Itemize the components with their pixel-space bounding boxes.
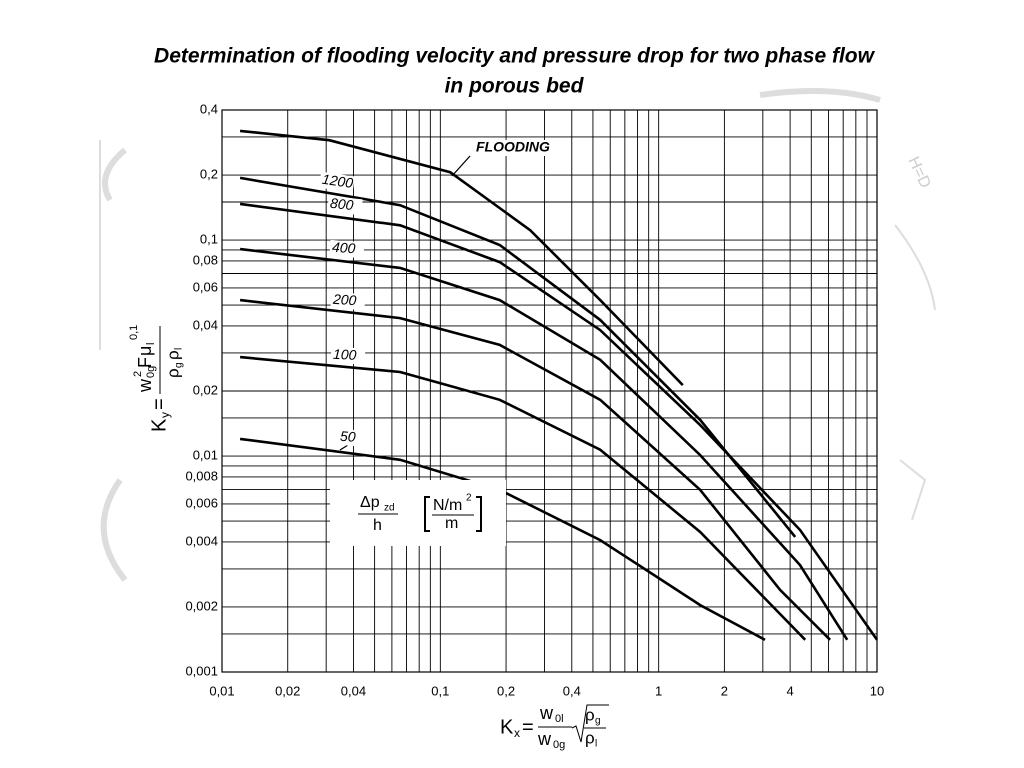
formula-text: m	[445, 515, 458, 532]
axis-label: =	[522, 716, 534, 738]
axis-label: μ	[135, 346, 155, 356]
curve	[239, 176, 797, 538]
annotation-arrow	[451, 155, 471, 177]
axis-label: x	[514, 726, 520, 740]
axis-label: l	[174, 348, 185, 350]
formula-text: Δp	[360, 494, 380, 511]
curve	[239, 355, 807, 641]
x-tick-label: 0,4	[563, 683, 581, 698]
formula-text: zd	[384, 503, 395, 514]
bracket	[424, 496, 482, 532]
x-tick-label: 2	[721, 683, 728, 698]
y-tick-label: 0,008	[185, 468, 218, 483]
axis-label: 0g	[553, 739, 565, 751]
axis-label: 0,1	[128, 325, 140, 340]
y-tick-label: 0,1	[200, 231, 218, 246]
axis-label: ρ	[585, 705, 595, 724]
annotation: FLOODING	[476, 139, 550, 155]
axis-label: 0g	[145, 366, 157, 378]
curve-label: 400	[332, 239, 357, 257]
axis-label: w	[135, 378, 155, 393]
x-tick-label: 10	[870, 683, 884, 698]
formula-text: 2	[466, 493, 472, 504]
y-tick-label: 0,04	[193, 317, 218, 332]
x-tick-label: 0,02	[275, 683, 300, 698]
label-background	[327, 195, 363, 216]
label-background	[474, 140, 566, 156]
axis-label: ρ	[585, 728, 595, 747]
x-tick-label: 4	[786, 683, 793, 698]
axis-label: g	[595, 716, 601, 727]
legend-formula: Δp zd h N/m 2 m	[358, 493, 482, 534]
background-sketch	[99, 88, 936, 582]
curve	[239, 247, 849, 641]
axis-label: 2	[132, 371, 144, 377]
annotation-arrow	[339, 444, 349, 451]
y-tick-label: 0,002	[185, 598, 218, 613]
axis-label: w	[539, 703, 554, 723]
x-tick-label: 0,1	[431, 683, 449, 698]
axis-label: F	[135, 357, 155, 368]
axis-label: ρ	[163, 368, 182, 378]
curve-label: 800	[329, 195, 354, 213]
axis-label: =	[148, 398, 170, 410]
axis-label: ρ	[163, 350, 182, 360]
curve-label: 200	[332, 291, 358, 309]
x-axis-label: K x = w 0l w 0g ρ g ρ l	[500, 703, 609, 751]
label-background	[330, 346, 366, 365]
x-tick-label: 1	[655, 683, 662, 698]
y-tick-label: 0,01	[193, 447, 218, 462]
y-tick-label: 0,4	[200, 101, 218, 116]
curve-label: 100	[333, 346, 357, 363]
axis-label: K	[148, 418, 170, 432]
label-background	[318, 171, 355, 193]
axis-label: w	[537, 729, 552, 749]
label-background	[329, 239, 365, 259]
curve	[239, 437, 766, 641]
y-tick-label: 0,006	[185, 495, 218, 510]
legend-box	[330, 480, 506, 546]
formula-text: h	[373, 517, 382, 534]
curve	[239, 129, 684, 387]
y-tick-label: 0,004	[185, 533, 218, 548]
y-tick-label: 0,02	[193, 382, 218, 397]
axis-label: l	[145, 343, 157, 345]
formula-text: N/m	[433, 497, 462, 514]
y-tick-label: 0,001	[185, 663, 218, 678]
label-background	[330, 291, 366, 311]
chart-title: Determination of flooding velocity and p…	[154, 45, 876, 68]
curve	[239, 202, 879, 641]
y-tick-label: 0,06	[193, 279, 218, 294]
x-tick-label: 0,04	[341, 683, 366, 698]
y-tick-label: 0,2	[200, 166, 218, 181]
axis-label: y	[158, 412, 172, 418]
label-background	[337, 428, 373, 448]
y-axis-label: K y = w 0g 2 F μ l 0,1 ρ g ρ l	[128, 325, 185, 432]
axis-label: K	[500, 716, 514, 738]
y-tick-label: 0,08	[193, 252, 218, 267]
x-tick-label: 0,2	[497, 683, 515, 698]
curve-label: 50	[340, 428, 357, 445]
curve	[239, 298, 832, 641]
curve-label: 1200	[321, 171, 354, 191]
chart-title: in porous bed	[445, 75, 585, 98]
axis-label: g	[174, 362, 185, 368]
x-tick-label: 0,01	[209, 683, 234, 698]
sqrt-sign	[571, 704, 609, 743]
watermark: H=D	[905, 154, 934, 191]
axis-label: 0l	[555, 713, 564, 725]
axis-label: l	[595, 739, 597, 750]
plot-area: 0,01 0,02 0,04 0,1 0,2 0,4 1 2 4 10 0,4 0,2 0,1 0,08 0…	[185, 101, 884, 698]
